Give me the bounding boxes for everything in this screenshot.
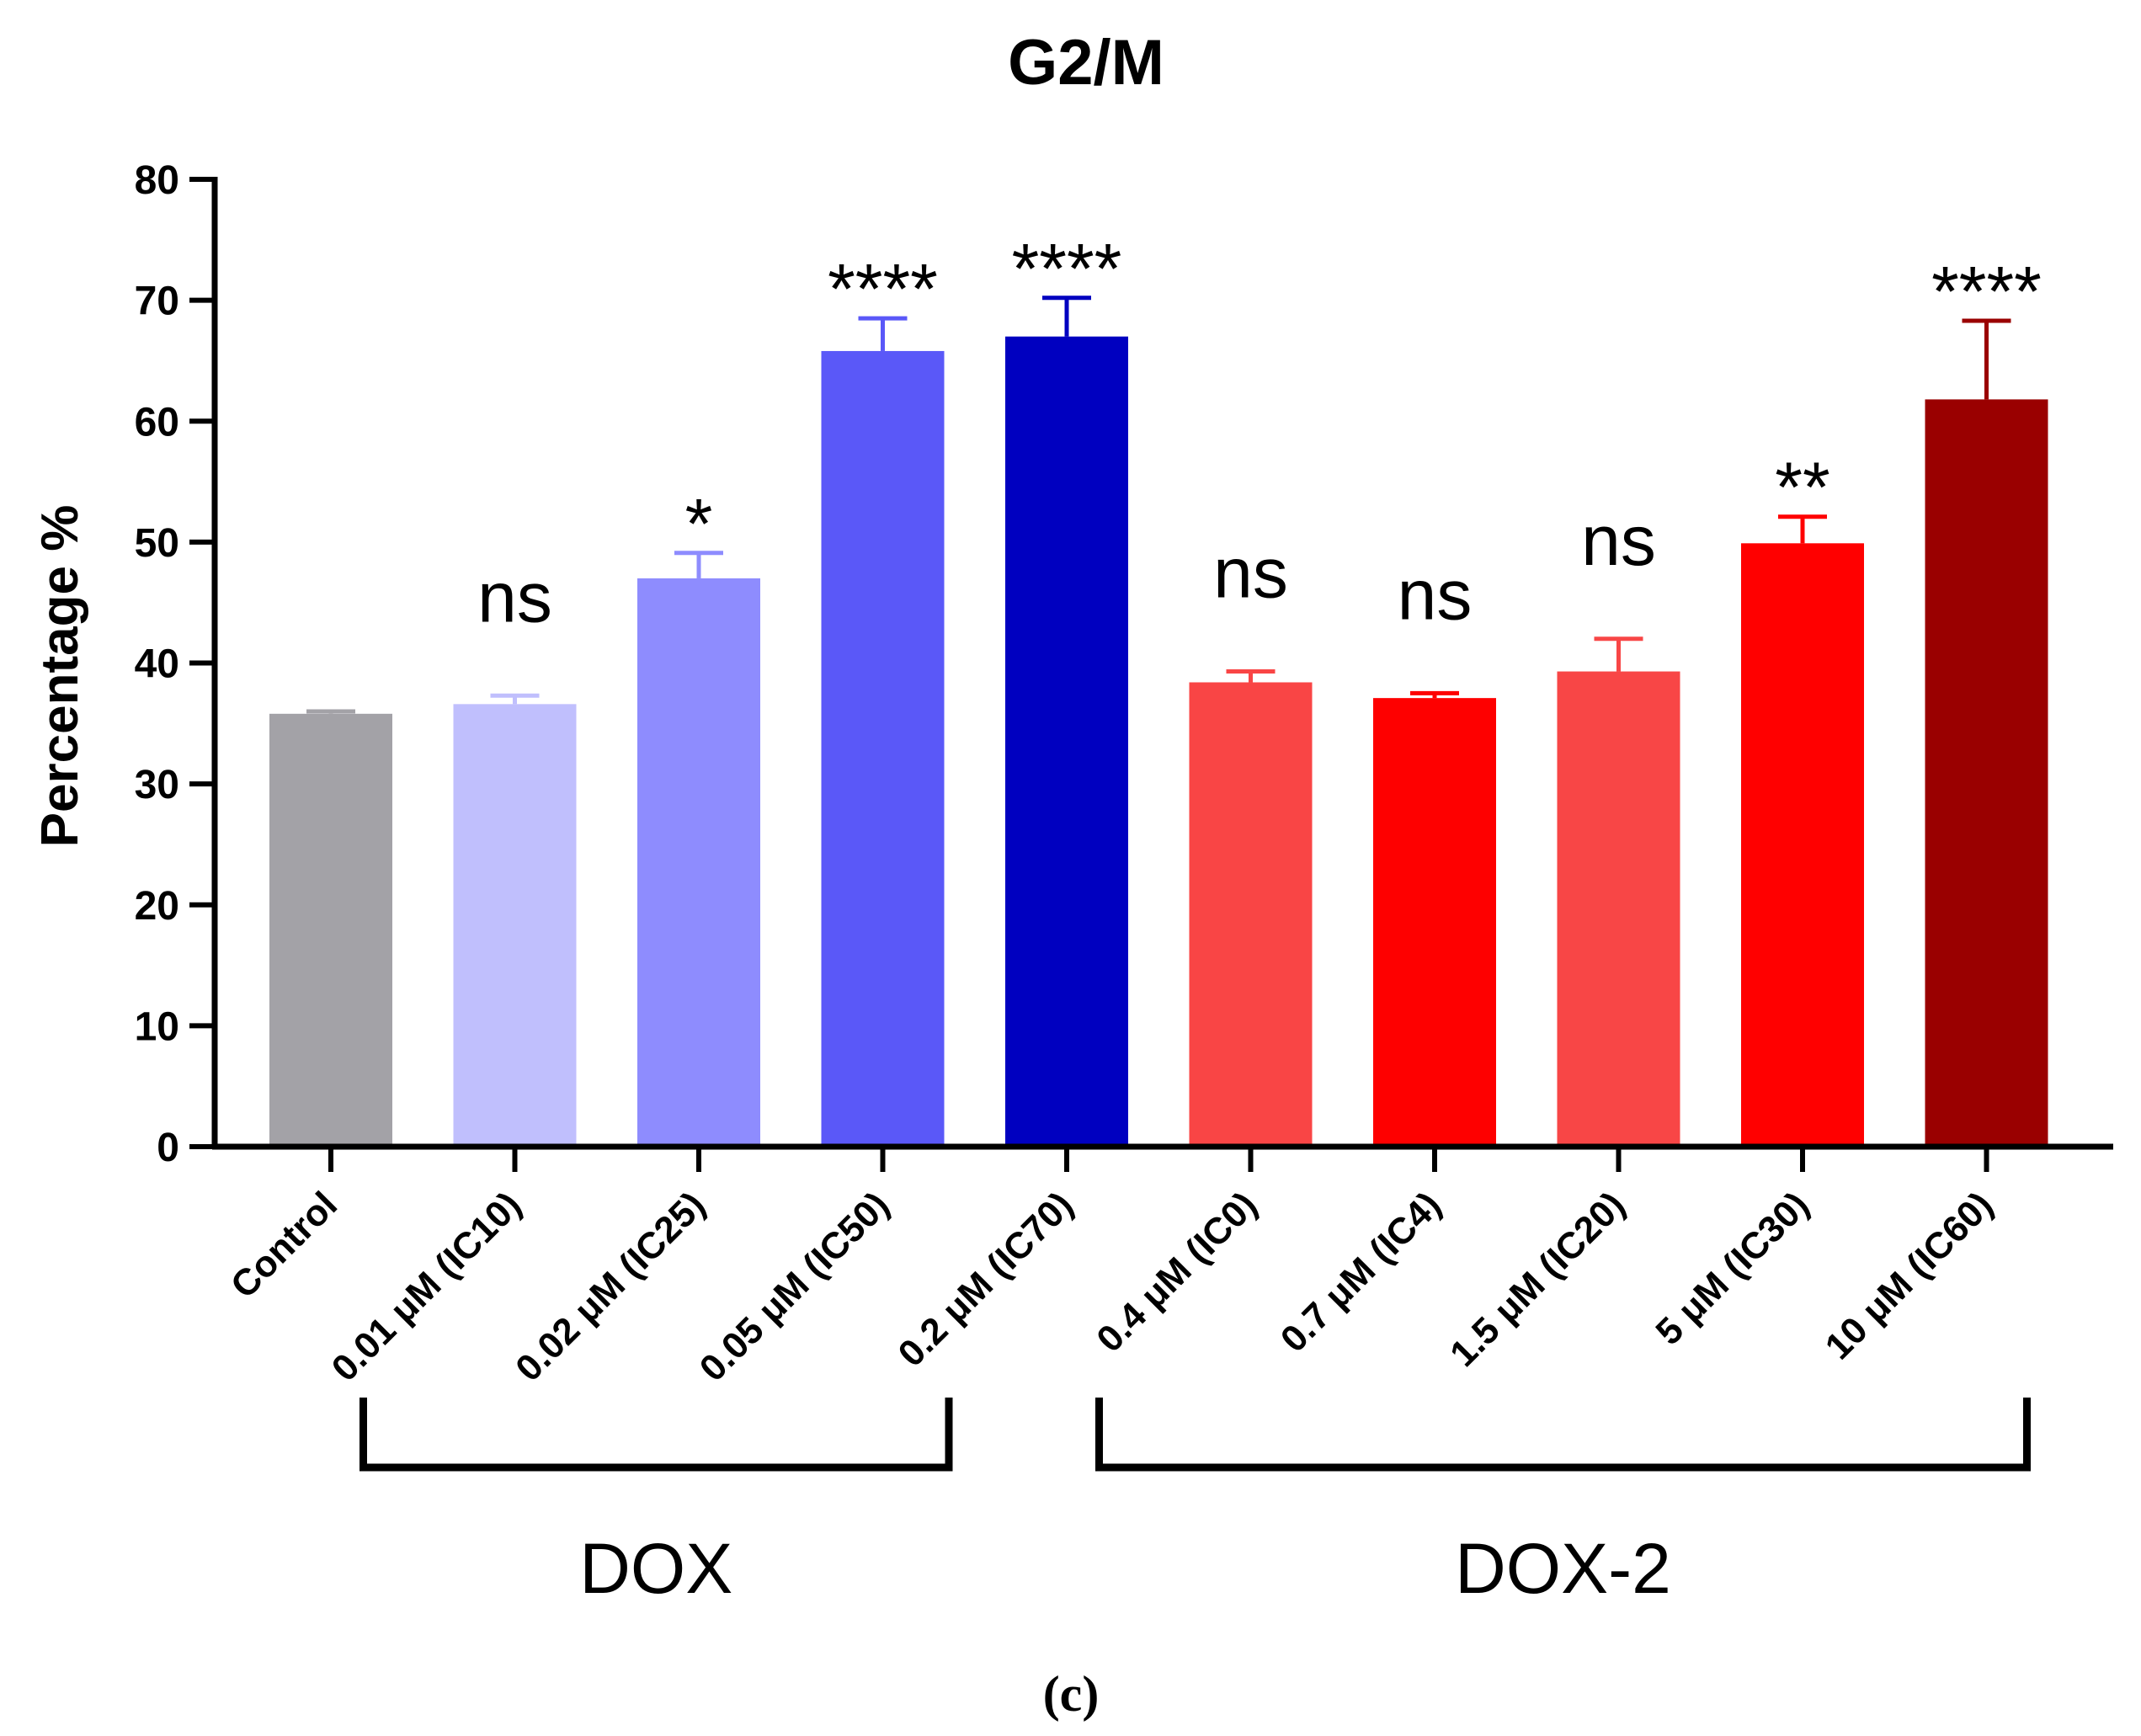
- chart-title: G2/M: [1008, 27, 1164, 99]
- bar-1: [453, 704, 577, 1147]
- significance-label-4: ****: [1012, 229, 1122, 308]
- x-tick-label-3: 0.05 μM (IC50): [692, 1184, 897, 1389]
- y-axis-label: Percentage %: [31, 505, 89, 848]
- y-tick-label-5: 50: [135, 521, 179, 566]
- x-tick-label-7: 1.5 μM (IC20): [1442, 1184, 1633, 1375]
- panel-label: (c): [1043, 1666, 1100, 1722]
- y-tick-label-4: 40: [135, 642, 179, 687]
- x-tick-label-6: 0.7 μM (IC4): [1273, 1184, 1449, 1360]
- group-label-1: DOX-2: [1455, 1529, 1671, 1608]
- significance-label-8: **: [1775, 448, 1829, 527]
- bar-7: [1557, 671, 1680, 1147]
- bar-0: [269, 713, 392, 1147]
- significance-label-7: ns: [1581, 501, 1656, 580]
- y-tick-label-6: 60: [135, 400, 179, 445]
- bar-2: [637, 578, 760, 1147]
- bar-9: [1925, 399, 2048, 1148]
- x-tick-label-1: 0.01 μM (IC10): [324, 1184, 530, 1389]
- y-tick-label-7: 70: [135, 280, 179, 324]
- x-tick-label-8: 5 μM (IC30): [1648, 1184, 1817, 1353]
- significance-label-3: ****: [828, 249, 938, 328]
- y-tick-label-0: 0: [157, 1126, 179, 1170]
- x-tick-label-0: Control: [223, 1184, 345, 1306]
- bar-4: [1005, 336, 1128, 1147]
- y-tick-label-8: 80: [135, 158, 179, 203]
- significance-label-1: ns: [477, 557, 552, 636]
- bar-6: [1373, 698, 1496, 1147]
- y-tick-label-1: 10: [135, 1004, 179, 1049]
- bar-5: [1189, 682, 1313, 1147]
- y-tick-label-2: 20: [135, 884, 179, 929]
- bar-3: [821, 350, 945, 1147]
- significance-label-6: ns: [1398, 555, 1473, 634]
- x-tick-label-5: 0.4 μM (IC0): [1089, 1184, 1265, 1360]
- significance-label-9: ****: [1931, 252, 2042, 331]
- y-tick-label-3: 30: [135, 763, 179, 807]
- bar-8: [1741, 543, 1864, 1147]
- group-brackets: DOX DOX-2: [359, 1398, 2031, 1608]
- significance-label-2: *: [685, 484, 713, 563]
- group-bracket-1: [1095, 1398, 2031, 1472]
- group-label-0: DOX: [579, 1529, 732, 1608]
- group-bracket-0: [359, 1398, 953, 1472]
- x-tick-label-2: 0.02 μM (IC25): [508, 1184, 713, 1389]
- significance-label-5: ns: [1213, 534, 1288, 613]
- plot-area: ns***** ****ns nsns******01020304050607080…: [135, 158, 2113, 1389]
- x-tick-label-4: 0.2 μM (IC70): [890, 1184, 1081, 1375]
- x-tick-label-9: 10 μM (IC60): [1818, 1184, 2001, 1367]
